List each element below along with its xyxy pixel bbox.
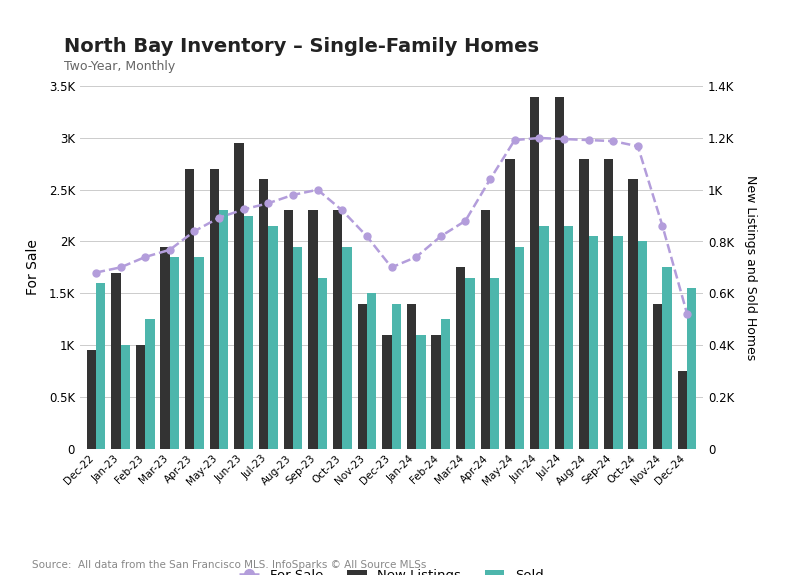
Bar	[629, 179, 638, 448]
Text: Source:  All data from the San Francisco MLS. InfoSparks © All Source MLSs: Source: All data from the San Francisco …	[32, 560, 427, 570]
Bar	[318, 278, 327, 448]
Bar	[613, 236, 622, 448]
Text: North Bay Inventory – Single-Family Homes: North Bay Inventory – Single-Family Home…	[64, 37, 539, 56]
Bar	[441, 319, 450, 448]
Y-axis label: For Sale: For Sale	[26, 239, 41, 296]
Text: Two-Year, Monthly: Two-Year, Monthly	[64, 60, 175, 74]
Bar	[244, 216, 253, 448]
Bar	[431, 335, 441, 448]
Y-axis label: New Listings and Sold Homes: New Listings and Sold Homes	[744, 175, 757, 360]
Bar	[490, 278, 499, 448]
Bar	[268, 226, 278, 448]
Bar	[382, 335, 392, 448]
Bar	[96, 283, 105, 448]
Bar	[465, 278, 475, 448]
Bar	[136, 345, 145, 448]
Bar	[515, 247, 524, 448]
Bar	[481, 210, 490, 448]
Bar	[505, 159, 515, 448]
Bar	[687, 288, 697, 448]
Bar	[604, 159, 613, 448]
Bar	[86, 350, 96, 448]
Bar	[555, 97, 564, 448]
Bar	[392, 304, 401, 448]
Bar	[342, 247, 352, 448]
Bar	[161, 247, 170, 448]
Bar	[194, 257, 204, 448]
Bar	[333, 210, 342, 448]
Bar	[539, 226, 549, 448]
Bar	[589, 236, 598, 448]
Bar	[111, 273, 121, 448]
Bar	[259, 179, 268, 448]
Bar	[678, 371, 687, 448]
Bar	[293, 247, 302, 448]
Bar	[209, 169, 219, 448]
Bar	[416, 335, 426, 448]
Bar	[653, 304, 662, 448]
Bar	[579, 159, 589, 448]
Bar	[170, 257, 179, 448]
Bar	[284, 210, 293, 448]
Bar	[357, 304, 367, 448]
Bar	[185, 169, 194, 448]
Bar	[234, 143, 244, 448]
Bar	[662, 267, 672, 448]
Bar	[530, 97, 539, 448]
Legend: For Sale, New Listings, Sold: For Sale, New Listings, Sold	[234, 564, 549, 575]
Bar	[367, 293, 376, 448]
Bar	[638, 242, 647, 448]
Bar	[145, 319, 154, 448]
Bar	[456, 267, 465, 448]
Bar	[219, 210, 229, 448]
Bar	[564, 226, 574, 448]
Bar	[407, 304, 416, 448]
Bar	[121, 345, 130, 448]
Bar	[308, 210, 318, 448]
